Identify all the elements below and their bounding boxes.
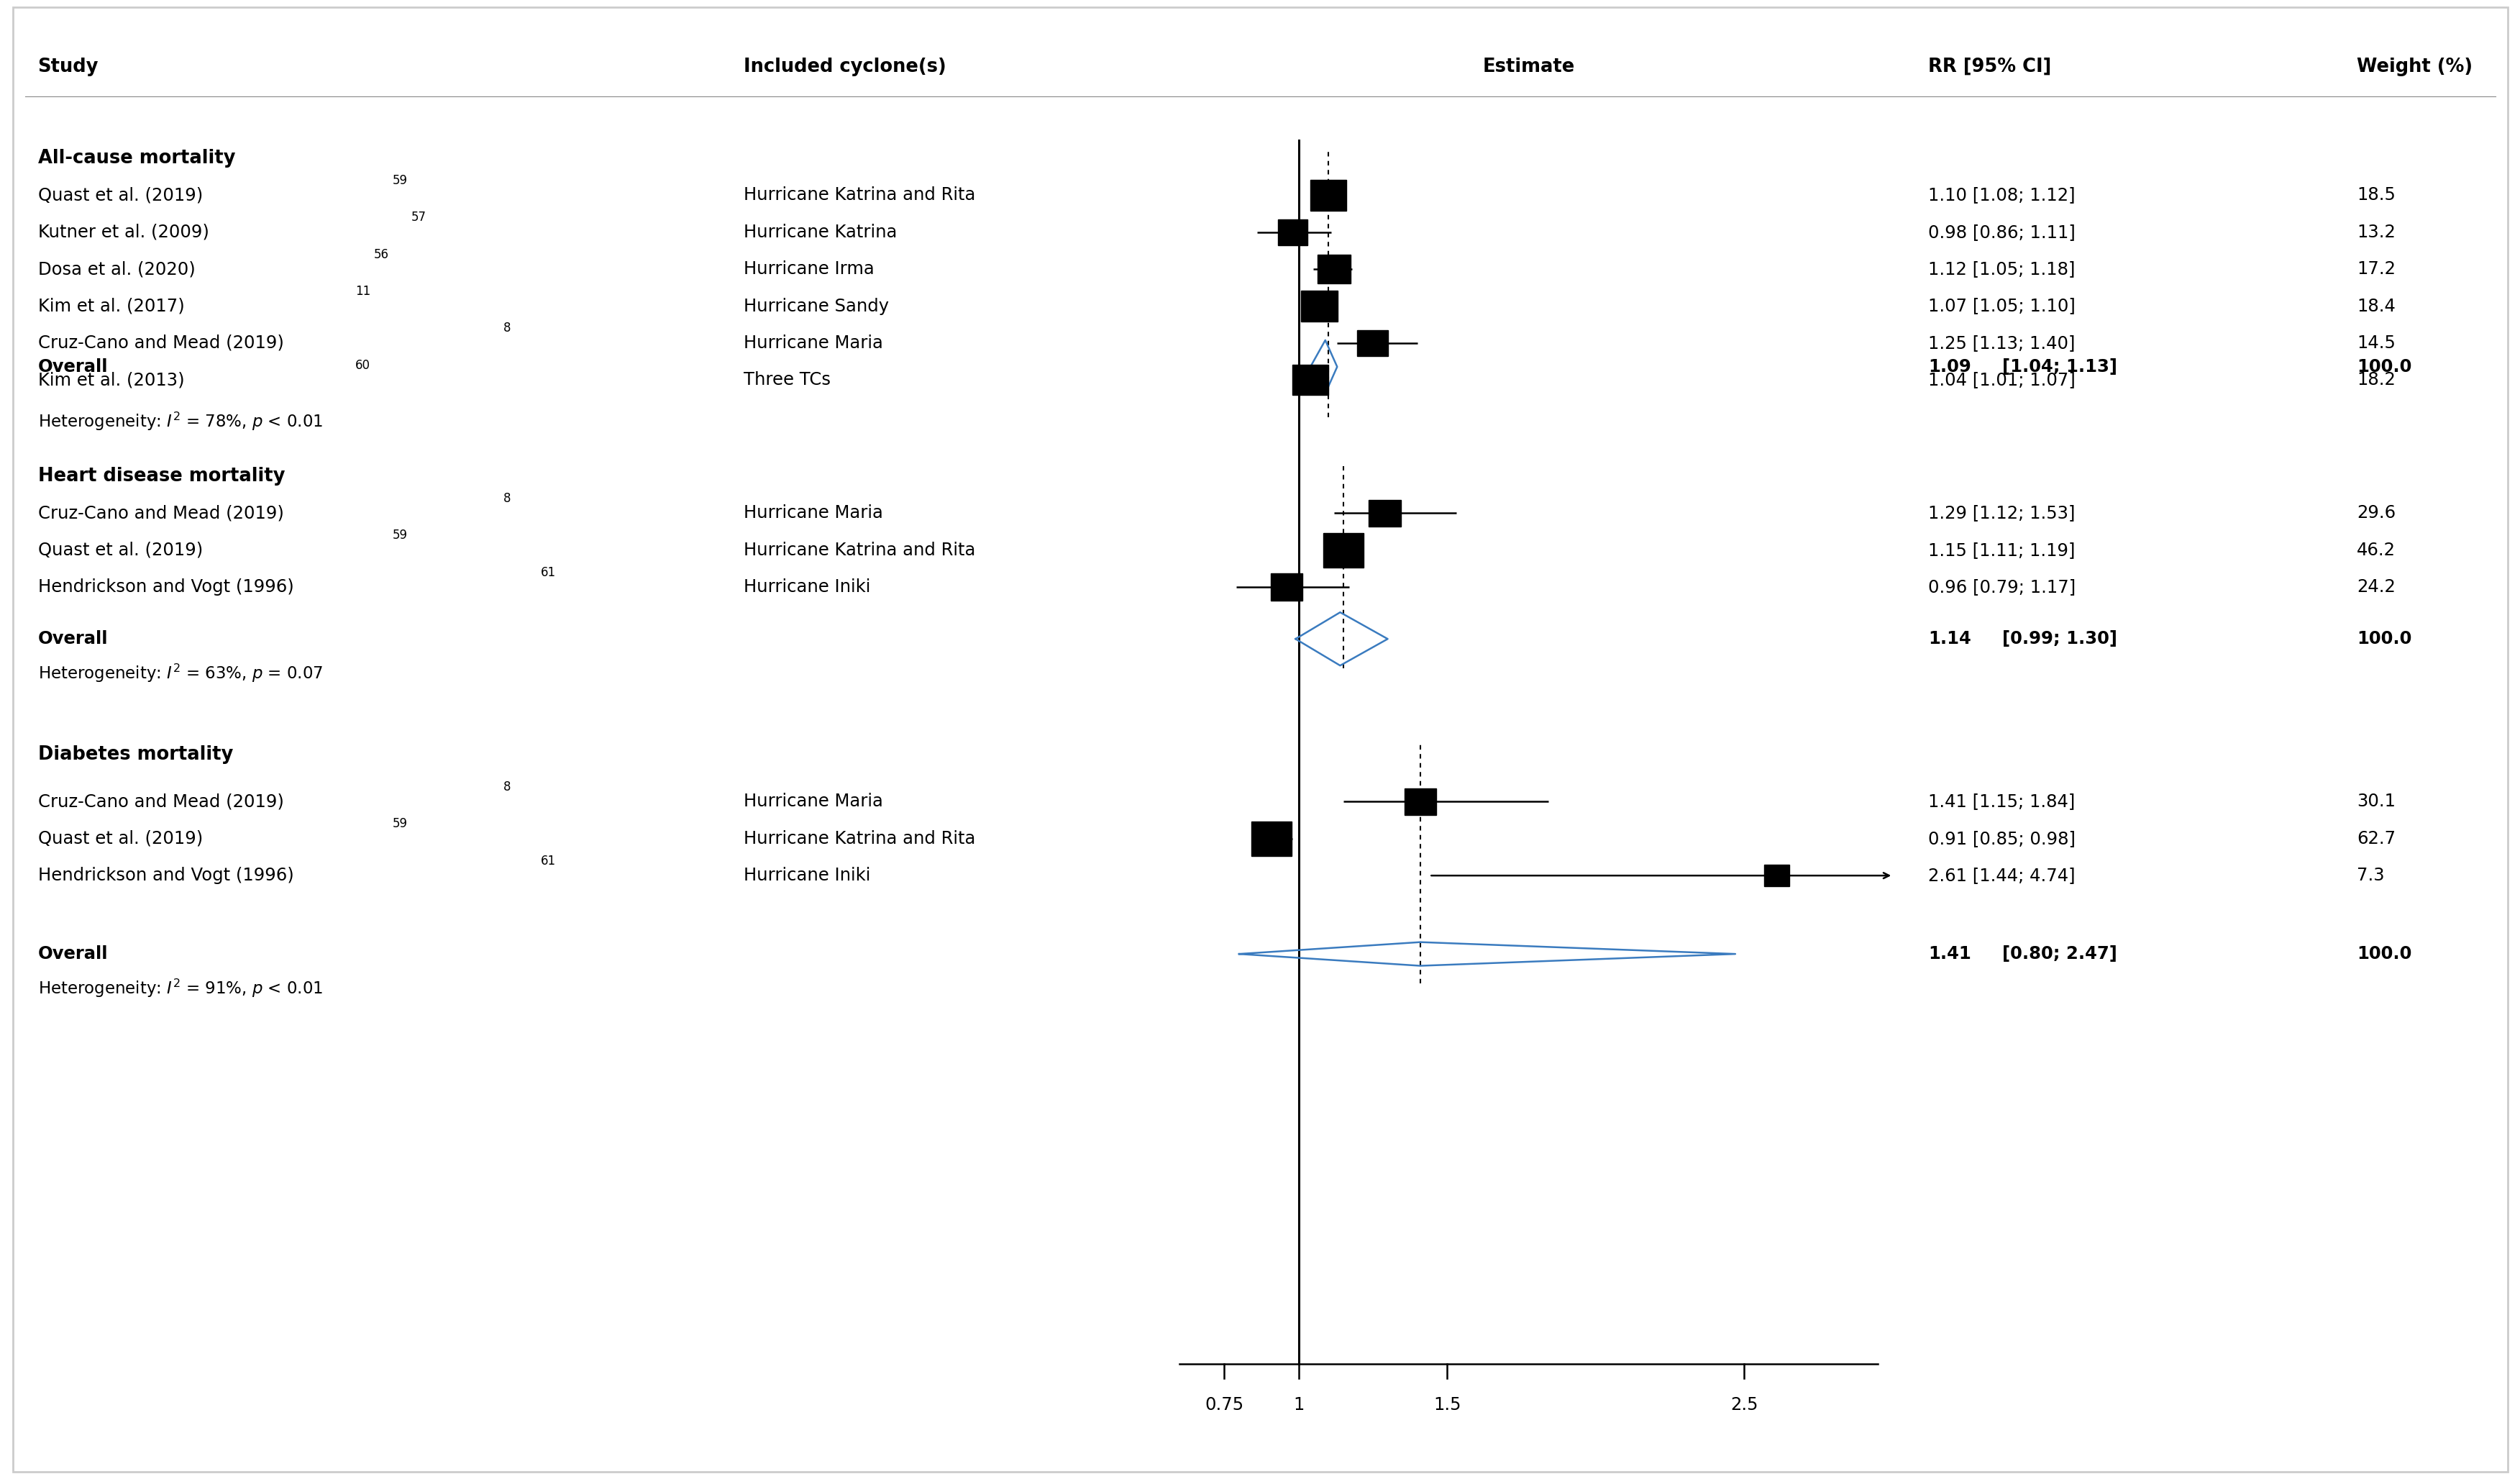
Bar xyxy=(1318,254,1351,284)
Text: Hurricane Katrina and Rita: Hurricane Katrina and Rita xyxy=(743,830,975,847)
Text: 18.5: 18.5 xyxy=(2356,186,2394,204)
Text: 1.14: 1.14 xyxy=(1928,630,1971,648)
Bar xyxy=(1356,330,1389,356)
Text: [0.80; 2.47]: [0.80; 2.47] xyxy=(2001,945,2117,963)
Text: Three TCs: Three TCs xyxy=(743,371,832,389)
Text: [0.99; 1.30]: [0.99; 1.30] xyxy=(2001,630,2117,648)
Text: 61: 61 xyxy=(539,566,554,578)
Text: 59: 59 xyxy=(393,818,408,830)
Text: 17.2: 17.2 xyxy=(2356,260,2394,278)
Text: 11: 11 xyxy=(355,285,370,297)
Text: Heterogeneity: $I^2$ = 63%, $p$ = 0.07: Heterogeneity: $I^2$ = 63%, $p$ = 0.07 xyxy=(38,663,323,683)
Bar xyxy=(1300,291,1338,321)
Text: Quast et al. (2019): Quast et al. (2019) xyxy=(38,830,202,847)
Bar xyxy=(1278,219,1308,246)
Text: 8: 8 xyxy=(504,781,512,793)
Text: Overall: Overall xyxy=(38,630,108,648)
Bar xyxy=(1310,180,1346,210)
Text: 14.5: 14.5 xyxy=(2356,334,2394,352)
Text: Heart disease mortality: Heart disease mortality xyxy=(38,467,285,485)
Text: 8: 8 xyxy=(504,322,512,334)
Text: Hurricane Irma: Hurricane Irma xyxy=(743,260,874,278)
Text: Hurricane Katrina and Rita: Hurricane Katrina and Rita xyxy=(743,541,975,559)
Text: 1.07 [1.05; 1.10]: 1.07 [1.05; 1.10] xyxy=(1928,297,2074,315)
Bar xyxy=(1323,532,1363,568)
Text: 30.1: 30.1 xyxy=(2356,793,2394,810)
Text: 62.7: 62.7 xyxy=(2356,830,2394,847)
Text: 8: 8 xyxy=(504,493,512,504)
Text: Dosa et al. (2020): Dosa et al. (2020) xyxy=(38,260,194,278)
Text: 100.0: 100.0 xyxy=(2356,358,2412,376)
Text: 0.91 [0.85; 0.98]: 0.91 [0.85; 0.98] xyxy=(1928,830,2074,847)
Text: [1.04; 1.13]: [1.04; 1.13] xyxy=(2001,358,2117,376)
Text: 1.09: 1.09 xyxy=(1928,358,1971,376)
Text: Kim et al. (2013): Kim et al. (2013) xyxy=(38,371,184,389)
Text: 2.61 [1.44; 4.74]: 2.61 [1.44; 4.74] xyxy=(1928,867,2074,884)
Text: 57: 57 xyxy=(411,211,426,223)
Text: 1.29 [1.12; 1.53]: 1.29 [1.12; 1.53] xyxy=(1928,504,2074,522)
Text: Kim et al. (2017): Kim et al. (2017) xyxy=(38,297,184,315)
Text: 1.25 [1.13; 1.40]: 1.25 [1.13; 1.40] xyxy=(1928,334,2074,352)
Text: Hurricane Katrina: Hurricane Katrina xyxy=(743,223,897,241)
Text: 24.2: 24.2 xyxy=(2356,578,2394,596)
Text: Hurricane Sandy: Hurricane Sandy xyxy=(743,297,890,315)
Text: Hurricane Maria: Hurricane Maria xyxy=(743,793,882,810)
Text: 100.0: 100.0 xyxy=(2356,945,2412,963)
Text: 18.4: 18.4 xyxy=(2356,297,2394,315)
Text: 0.98 [0.86; 1.11]: 0.98 [0.86; 1.11] xyxy=(1928,223,2074,241)
Text: RR [95% CI]: RR [95% CI] xyxy=(1928,58,2051,75)
Text: 1.12 [1.05; 1.18]: 1.12 [1.05; 1.18] xyxy=(1928,260,2074,278)
Text: 0.75: 0.75 xyxy=(1205,1396,1242,1414)
Bar xyxy=(1293,365,1328,395)
Text: 59: 59 xyxy=(393,529,408,541)
Text: 1.10 [1.08; 1.12]: 1.10 [1.08; 1.12] xyxy=(1928,186,2074,204)
Text: Hendrickson and Vogt (1996): Hendrickson and Vogt (1996) xyxy=(38,867,292,884)
Text: Hurricane Iniki: Hurricane Iniki xyxy=(743,867,869,884)
Text: 1.41: 1.41 xyxy=(1928,945,1971,963)
Text: Hurricane Katrina and Rita: Hurricane Katrina and Rita xyxy=(743,186,975,204)
Text: Estimate: Estimate xyxy=(1482,58,1575,75)
Text: 61: 61 xyxy=(539,855,554,867)
Text: Cruz-Cano and Mead (2019): Cruz-Cano and Mead (2019) xyxy=(38,504,285,522)
Text: 29.6: 29.6 xyxy=(2356,504,2394,522)
Text: Overall: Overall xyxy=(38,358,108,376)
Text: Hurricane Iniki: Hurricane Iniki xyxy=(743,578,869,596)
Text: Cruz-Cano and Mead (2019): Cruz-Cano and Mead (2019) xyxy=(38,793,285,810)
Text: 1.5: 1.5 xyxy=(1434,1396,1462,1414)
Bar xyxy=(1764,865,1789,886)
Text: Study: Study xyxy=(38,58,98,75)
Bar xyxy=(1368,500,1401,527)
Text: Included cyclone(s): Included cyclone(s) xyxy=(743,58,945,75)
Text: Overall: Overall xyxy=(38,945,108,963)
Text: 1.15 [1.11; 1.19]: 1.15 [1.11; 1.19] xyxy=(1928,541,2074,559)
Text: 13.2: 13.2 xyxy=(2356,223,2394,241)
Text: Cruz-Cano and Mead (2019): Cruz-Cano and Mead (2019) xyxy=(38,334,285,352)
Text: 60: 60 xyxy=(355,359,370,371)
Text: Hurricane Maria: Hurricane Maria xyxy=(743,504,882,522)
Text: 1: 1 xyxy=(1293,1396,1303,1414)
Text: Quast et al. (2019): Quast et al. (2019) xyxy=(38,541,202,559)
Text: Hurricane Maria: Hurricane Maria xyxy=(743,334,882,352)
Bar xyxy=(1404,788,1436,815)
Text: Kutner et al. (2009): Kutner et al. (2009) xyxy=(38,223,209,241)
Text: All-cause mortality: All-cause mortality xyxy=(38,149,234,167)
Text: 18.2: 18.2 xyxy=(2356,371,2394,389)
Text: 100.0: 100.0 xyxy=(2356,630,2412,648)
Bar xyxy=(1252,821,1293,856)
Text: 1.04 [1.01; 1.07]: 1.04 [1.01; 1.07] xyxy=(1928,371,2074,389)
Text: Quast et al. (2019): Quast et al. (2019) xyxy=(38,186,202,204)
Bar xyxy=(1270,574,1303,600)
Text: Weight (%): Weight (%) xyxy=(2356,58,2472,75)
Text: Heterogeneity: $I^2$ = 91%, $p$ < 0.01: Heterogeneity: $I^2$ = 91%, $p$ < 0.01 xyxy=(38,978,323,998)
Text: 56: 56 xyxy=(373,248,388,260)
Text: 59: 59 xyxy=(393,175,408,186)
Text: 46.2: 46.2 xyxy=(2356,541,2394,559)
Text: Diabetes mortality: Diabetes mortality xyxy=(38,745,232,763)
Text: Heterogeneity: $I^2$ = 78%, $p$ < 0.01: Heterogeneity: $I^2$ = 78%, $p$ < 0.01 xyxy=(38,411,323,432)
Text: 1.41 [1.15; 1.84]: 1.41 [1.15; 1.84] xyxy=(1928,793,2074,810)
Text: 2.5: 2.5 xyxy=(1729,1396,1756,1414)
Text: 7.3: 7.3 xyxy=(2356,867,2384,884)
Text: 0.96 [0.79; 1.17]: 0.96 [0.79; 1.17] xyxy=(1928,578,2076,596)
Text: Hendrickson and Vogt (1996): Hendrickson and Vogt (1996) xyxy=(38,578,292,596)
